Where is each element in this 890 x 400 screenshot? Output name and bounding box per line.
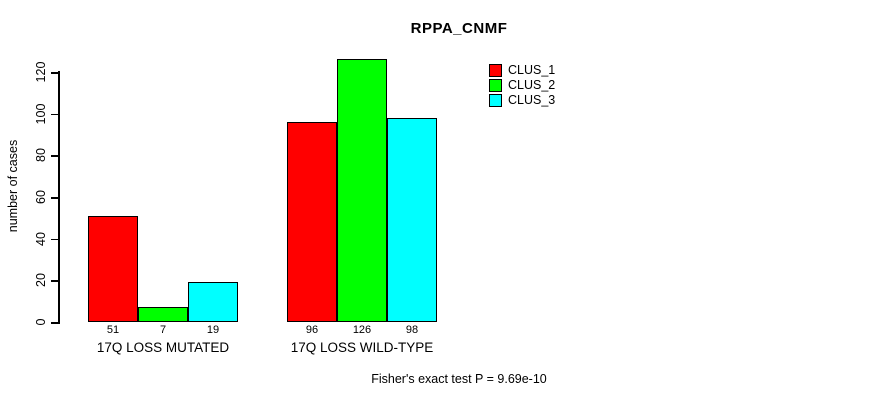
bar-clus_3-group1 xyxy=(188,282,238,322)
x-category-label: 17Q LOSS WILD-TYPE xyxy=(290,340,434,355)
legend-label: CLUS_2 xyxy=(508,78,556,92)
legend-label: CLUS_3 xyxy=(508,93,556,107)
y-tick xyxy=(51,155,59,157)
annotation-text: Fisher's exact test P = 9.69e-10 xyxy=(371,372,547,386)
legend-swatch xyxy=(489,64,502,77)
y-tick-label: 120 xyxy=(34,61,48,83)
y-tick xyxy=(51,322,59,324)
bar-clus_1-group1 xyxy=(88,216,138,322)
legend-label: CLUS_1 xyxy=(508,63,556,77)
bar-value-label: 126 xyxy=(352,324,372,336)
legend-swatch xyxy=(489,79,502,92)
y-tick xyxy=(51,197,59,199)
y-axis-title: number of cases xyxy=(6,139,20,233)
bar-value-label: 51 xyxy=(106,324,120,336)
bar-value-label: 98 xyxy=(405,324,419,336)
legend: CLUS_1 CLUS_2 CLUS_3 xyxy=(489,63,555,108)
bar-clus_2-group1 xyxy=(138,307,188,322)
bar-clus_2-group2 xyxy=(337,59,387,322)
bar-clus_3-group2 xyxy=(387,118,437,322)
y-tick xyxy=(51,280,59,282)
y-tick xyxy=(51,72,59,74)
bar-value-label: 96 xyxy=(305,324,319,336)
bar-value-label: 19 xyxy=(206,324,220,336)
chart-title: RPPA_CNMF xyxy=(410,20,508,37)
legend-item-clus_1: CLUS_1 xyxy=(489,63,555,78)
y-tick xyxy=(51,113,59,116)
bar-clus_1-group2 xyxy=(287,122,337,322)
bar-value-label: 7 xyxy=(159,324,167,336)
legend-item-clus_2: CLUS_2 xyxy=(489,78,555,93)
x-category-label: 17Q LOSS MUTATED xyxy=(96,340,230,355)
legend-swatch xyxy=(489,94,502,107)
legend-item-clus_3: CLUS_3 xyxy=(489,93,555,108)
y-tick xyxy=(51,238,59,241)
